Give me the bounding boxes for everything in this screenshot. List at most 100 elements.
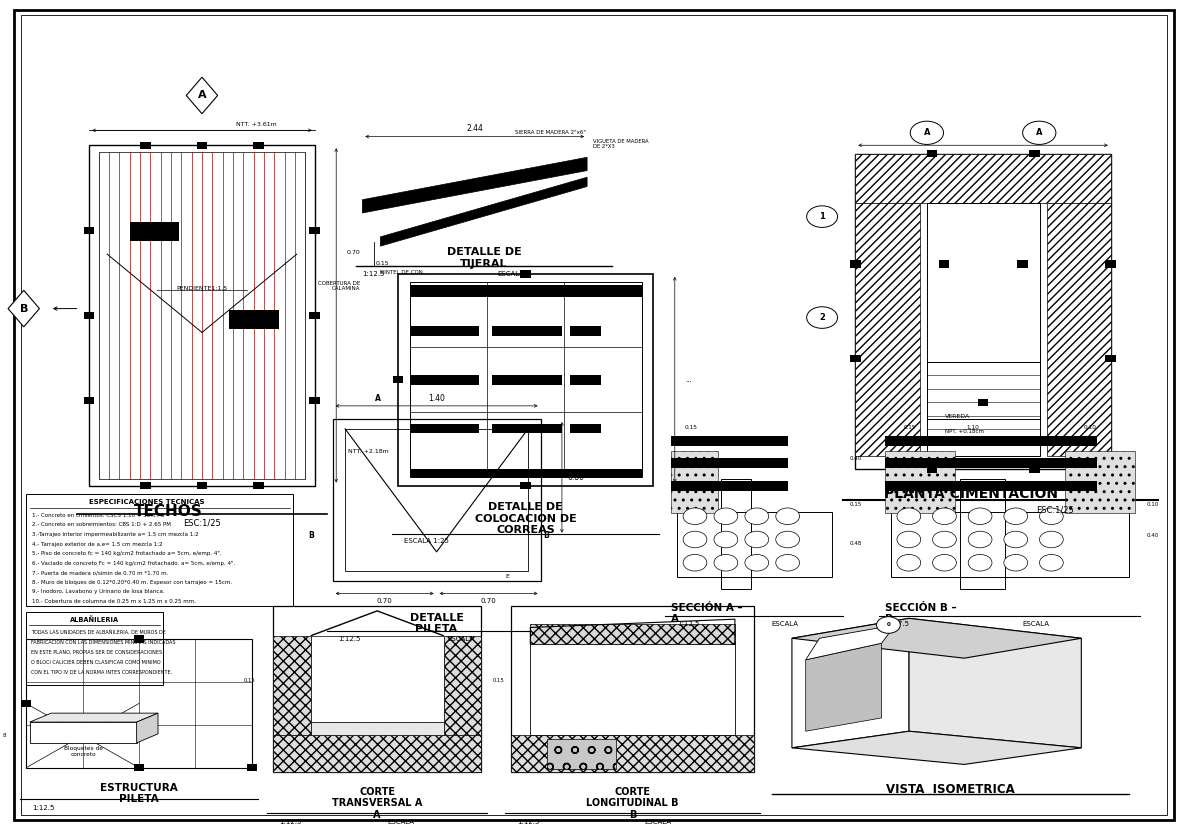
Bar [410, 375, 479, 385]
Text: 1:7.5: 1:7.5 [891, 621, 909, 627]
Text: 2: 2 [820, 313, 824, 322]
Text: PENDIENTE1:1.5: PENDIENTE1:1.5 [176, 286, 228, 290]
Text: VEREDA: VEREDA [944, 414, 971, 419]
Bar [851, 355, 860, 362]
Bar [26, 494, 293, 606]
Polygon shape [8, 290, 39, 327]
Text: 2.44: 2.44 [466, 124, 484, 133]
Bar [229, 310, 279, 329]
Text: 0.70: 0.70 [481, 598, 497, 604]
Bar [26, 612, 163, 685]
Bar [1047, 203, 1111, 456]
Bar [570, 423, 601, 433]
Text: ESCALA: ESCALA [771, 621, 798, 627]
Text: ESCALA: ESCALA [387, 818, 415, 825]
Text: ESCALA: ESCALA [1022, 621, 1049, 627]
Circle shape [683, 554, 707, 571]
Text: ...: ... [685, 377, 693, 383]
Text: 0.15: 0.15 [375, 261, 390, 266]
Text: 0.15: 0.15 [684, 425, 697, 430]
Text: 6.- Vaciado de concreto Fc = 140 kg/cm2 frotachado. a= 5cm, e/emp. 4".: 6.- Vaciado de concreto Fc = 140 kg/cm2 … [32, 560, 235, 566]
Bar [410, 282, 642, 477]
Text: 0.10: 0.10 [1146, 502, 1158, 507]
Text: 0.15: 0.15 [904, 425, 916, 430]
Bar [677, 512, 832, 577]
Text: 1.40: 1.40 [428, 394, 446, 403]
Bar [671, 452, 718, 512]
Bar [885, 481, 1097, 491]
Text: 8.- Muro de bloques de 0.12*0.20*0.40 m. Espesor con tarrajeo = 15cm.: 8.- Muro de bloques de 0.12*0.20*0.40 m.… [32, 579, 232, 585]
Text: PLANTA CIMENTACION: PLANTA CIMENTACION [884, 487, 1059, 501]
Circle shape [897, 554, 921, 571]
Text: 1:12.5: 1:12.5 [339, 636, 361, 642]
Circle shape [807, 206, 838, 227]
Bar [492, 326, 562, 336]
Bar [721, 479, 751, 589]
Circle shape [807, 307, 838, 329]
Bar [1105, 260, 1116, 267]
Circle shape [933, 531, 956, 548]
Text: ESCALA 1:25: ESCALA 1:25 [404, 538, 449, 544]
Bar [927, 149, 937, 157]
Bar [309, 227, 320, 234]
Polygon shape [909, 618, 1081, 748]
Circle shape [877, 617, 901, 633]
Text: SECCIÓN B –
B: SECCIÓN B – B [885, 603, 956, 624]
Circle shape [1040, 531, 1063, 548]
Text: VIGUETA DE MADERA
DE 2*X3: VIGUETA DE MADERA DE 2*X3 [593, 139, 649, 149]
Bar [851, 260, 860, 267]
Circle shape [968, 554, 992, 571]
Bar [548, 739, 615, 769]
Bar [960, 479, 1005, 589]
Text: SIERRA DE MADERA 2"x6": SIERRA DE MADERA 2"x6" [516, 130, 586, 135]
Bar [492, 423, 562, 433]
Text: 7.- Puerta de madera o/simin de 0.70 m *1.70 m.: 7.- Puerta de madera o/simin de 0.70 m *… [32, 570, 169, 575]
Text: DINTEL DE CON.: DINTEL DE CON. [380, 271, 425, 276]
Bar [133, 636, 144, 642]
Bar [444, 636, 481, 735]
Text: B: B [309, 531, 314, 540]
Bar [398, 274, 653, 486]
Text: 0.15: 0.15 [244, 678, 255, 683]
Polygon shape [792, 618, 1081, 658]
Bar [83, 227, 94, 234]
Circle shape [745, 554, 769, 571]
Bar [520, 271, 531, 277]
Bar [1029, 465, 1040, 472]
Text: 1:12.5: 1:12.5 [677, 621, 700, 627]
Circle shape [897, 531, 921, 548]
Bar [253, 141, 264, 149]
Circle shape [1004, 531, 1028, 548]
Bar [273, 606, 481, 772]
Circle shape [933, 508, 956, 525]
Text: ESTRUCTURA
PILETA: ESTRUCTURA PILETA [100, 783, 178, 804]
Text: A: A [197, 90, 207, 100]
Polygon shape [792, 618, 909, 748]
Bar [885, 458, 1097, 468]
Bar [570, 326, 601, 336]
Text: 0.80: 0.80 [568, 473, 584, 482]
Bar [20, 700, 31, 707]
Polygon shape [30, 713, 158, 722]
Bar [530, 644, 735, 735]
Circle shape [933, 554, 956, 571]
Bar [671, 481, 788, 491]
Bar [671, 458, 788, 468]
Bar [927, 465, 937, 472]
Polygon shape [362, 158, 587, 213]
Bar [133, 764, 144, 772]
Text: 1:12.5: 1:12.5 [32, 804, 55, 811]
Bar [311, 636, 444, 722]
Bar [570, 375, 601, 385]
Bar [311, 722, 444, 735]
Text: DETALLE
PILETA: DETALLE PILETA [410, 613, 463, 634]
Bar [1064, 452, 1135, 512]
Polygon shape [380, 178, 587, 247]
Circle shape [1023, 121, 1056, 144]
Bar [1017, 260, 1028, 267]
Bar [346, 429, 527, 571]
Text: 0.10: 0.10 [1083, 425, 1097, 430]
Text: NTT. +3.61m: NTT. +3.61m [235, 122, 277, 127]
Text: NTT. +2.18m: NTT. +2.18m [348, 449, 388, 454]
Circle shape [1004, 508, 1028, 525]
